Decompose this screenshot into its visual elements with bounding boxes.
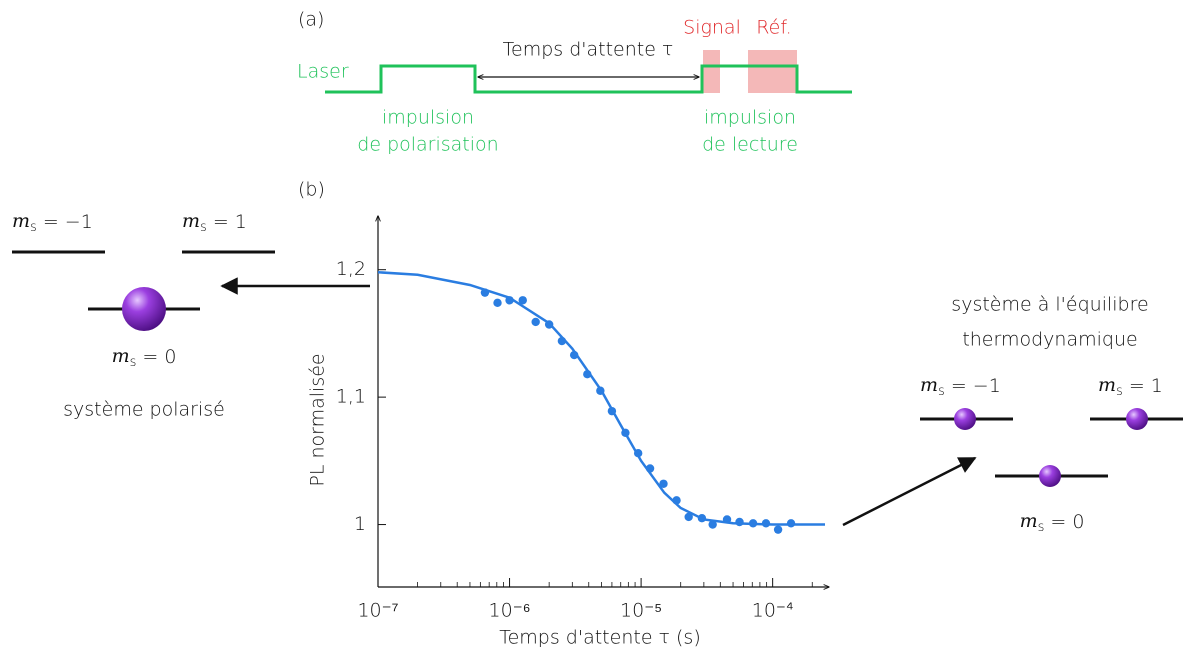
x-tick-label: 10⁻⁷ bbox=[357, 600, 398, 622]
level-label: ms = −1 bbox=[920, 374, 1001, 399]
data-point bbox=[786, 519, 796, 528]
level-label: ms = −1 bbox=[12, 210, 93, 235]
caption: système à l'équilibre bbox=[951, 294, 1148, 316]
caption: système polarisé bbox=[63, 399, 225, 421]
panel-label: (a) bbox=[298, 9, 324, 31]
data-point bbox=[493, 298, 502, 308]
signal-label: Signal bbox=[683, 17, 741, 39]
y-axis-label: PL normalisée bbox=[307, 353, 329, 486]
pulse-label: de lecture bbox=[702, 134, 798, 156]
population-sphere bbox=[1039, 465, 1061, 487]
x-tick-label: 10⁻⁶ bbox=[489, 600, 531, 622]
data-point bbox=[773, 525, 783, 534]
ref-label: Réf. bbox=[756, 17, 791, 39]
population-sphere bbox=[1126, 408, 1148, 430]
fit-line bbox=[377, 270, 825, 526]
population-sphere bbox=[954, 408, 976, 430]
y-tick-label: 1 bbox=[354, 513, 366, 535]
signal-window bbox=[703, 50, 720, 93]
y-tick-label: 1,1 bbox=[336, 386, 366, 408]
pulse-label: impulsion bbox=[382, 107, 474, 129]
arrow bbox=[842, 456, 977, 527]
panel-label: (b) bbox=[298, 179, 325, 201]
data-point bbox=[708, 520, 717, 529]
level-label: ms = 0 bbox=[112, 345, 177, 370]
laser-label: Laser bbox=[297, 61, 349, 83]
pulse-label: impulsion bbox=[704, 107, 796, 129]
level-label: ms = 1 bbox=[182, 210, 247, 235]
data-point bbox=[659, 479, 668, 488]
data-point bbox=[518, 296, 527, 305]
wait-label: Temps d'attente τ bbox=[503, 39, 674, 61]
x-axis-label: Temps d'attente τ (s) bbox=[499, 627, 701, 649]
population-sphere bbox=[122, 287, 166, 331]
level-label: ms = 1 bbox=[1098, 374, 1163, 399]
x-tick-label: 10⁻⁵ bbox=[620, 600, 662, 622]
data-point bbox=[735, 517, 744, 527]
data-point bbox=[684, 512, 693, 522]
level-label: ms = 0 bbox=[1020, 510, 1085, 535]
caption: thermodynamique bbox=[962, 329, 1137, 351]
y-tick-label: 1,2 bbox=[336, 258, 366, 280]
pulse-label: de polarisation bbox=[357, 134, 498, 156]
laser-waveform bbox=[325, 64, 852, 94]
ref-window bbox=[748, 50, 797, 93]
data-point bbox=[531, 317, 540, 327]
x-tick-label: 10⁻⁴ bbox=[752, 600, 794, 622]
